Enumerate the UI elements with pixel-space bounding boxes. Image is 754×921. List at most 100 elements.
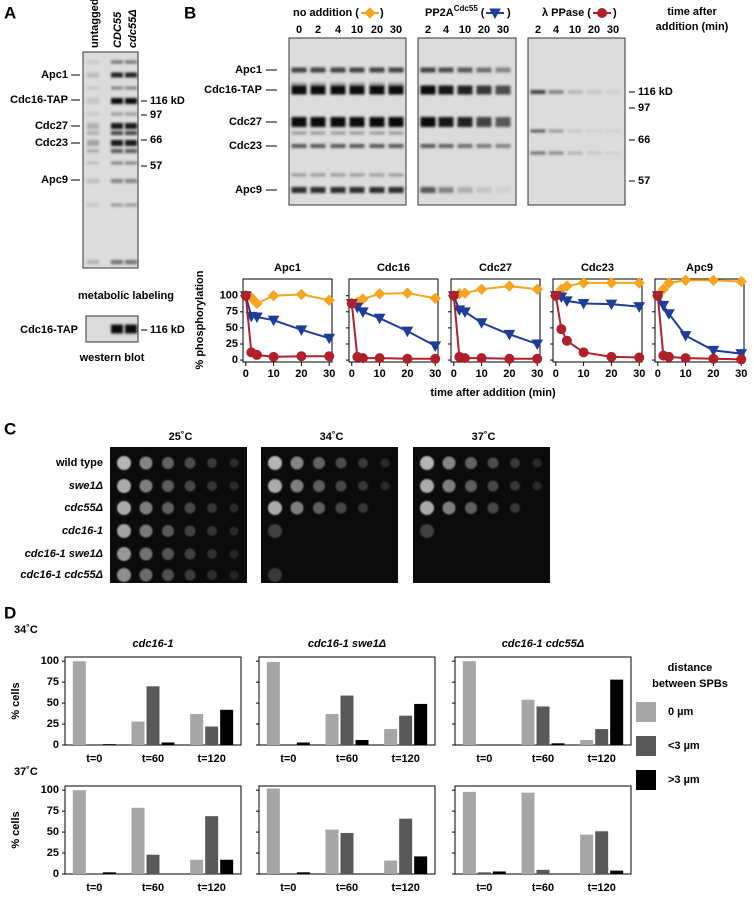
- gel-band: [125, 131, 137, 135]
- gel-band: [125, 123, 137, 129]
- gel-band: [495, 67, 511, 73]
- gel-band: [87, 60, 99, 64]
- spot: [184, 569, 196, 581]
- bar: [340, 695, 354, 745]
- condition-name: no addition: [293, 7, 353, 19]
- point: [663, 309, 675, 320]
- spot: [229, 481, 239, 491]
- x-tick-label: t=120: [391, 882, 419, 894]
- chart-title: cdc16-1: [133, 638, 174, 650]
- point: [504, 353, 515, 364]
- spot: [268, 456, 282, 470]
- spot: [487, 457, 499, 469]
- bar: [296, 872, 310, 874]
- lane-label: cdc55Δ: [127, 9, 139, 48]
- condition-label: PP2ACdc55(: [425, 4, 485, 19]
- spot: [162, 502, 174, 514]
- bar: [131, 721, 145, 745]
- y-tick-label: 100: [220, 290, 238, 302]
- gel-band: [388, 85, 404, 95]
- strain-label: swe1Δ: [69, 480, 103, 492]
- x-tick-label: 0: [243, 368, 249, 380]
- gel-band: [586, 151, 602, 155]
- bar: [477, 872, 491, 874]
- gel-band: [330, 85, 346, 95]
- series-line: [452, 295, 538, 345]
- y-tick-label: 100: [41, 655, 59, 667]
- x-tick-label: t=60: [532, 753, 554, 765]
- y-axis-title: % cells: [10, 682, 22, 719]
- spot: [207, 526, 217, 536]
- spot: [465, 457, 477, 469]
- spot: [162, 548, 174, 560]
- mw-marker: 116 kD: [150, 95, 185, 107]
- gel-band: [87, 149, 99, 153]
- chart-title: Cdc27: [479, 262, 512, 274]
- point: [708, 353, 719, 364]
- point: [606, 351, 617, 362]
- spot: [532, 481, 542, 491]
- gel-band: [349, 67, 365, 73]
- bar: [220, 709, 234, 745]
- gel-band: [349, 82, 365, 86]
- gel-band: [111, 149, 123, 153]
- gel-band: [87, 72, 99, 78]
- point: [561, 280, 573, 292]
- spot: [117, 501, 131, 515]
- gel-band: [388, 187, 404, 193]
- x-tick-label: 10: [475, 368, 487, 380]
- strain-label: cdc16-1: [62, 525, 103, 537]
- lane-number: 4: [553, 24, 560, 36]
- plot-frame: [242, 278, 333, 363]
- mw-marker: 57: [638, 175, 650, 187]
- bar: [266, 788, 280, 874]
- y-tick-label: 25: [47, 718, 59, 730]
- point: [251, 312, 263, 323]
- bar: [610, 679, 624, 745]
- band-label: Cdc27: [229, 116, 262, 128]
- chart-title: Apc9: [686, 262, 713, 274]
- legend-marker: [489, 8, 501, 20]
- spot: [162, 525, 174, 537]
- lane-number: 20: [478, 24, 490, 36]
- spot: [442, 456, 456, 470]
- gel-band: [111, 179, 123, 183]
- gel-band: [388, 82, 404, 86]
- lane-label: CDC55: [112, 11, 124, 48]
- gel-band: [567, 90, 583, 94]
- point: [561, 296, 573, 307]
- gel-band: [420, 67, 436, 73]
- spot: [184, 502, 196, 514]
- point: [448, 290, 459, 301]
- point: [429, 292, 441, 305]
- condition-open: (: [587, 7, 591, 19]
- mw-marker: 66: [638, 134, 650, 146]
- gel-band: [87, 123, 99, 129]
- plot-frame: [348, 278, 439, 363]
- x-tick-label: 0: [655, 368, 661, 380]
- spot: [207, 549, 217, 559]
- gel-band: [420, 144, 436, 148]
- gel-band: [111, 72, 123, 78]
- caption: western blot: [79, 352, 145, 364]
- point: [634, 352, 645, 363]
- spot: [532, 458, 542, 468]
- bar: [266, 662, 280, 745]
- mw-marker: 66: [150, 134, 162, 146]
- spot: [358, 481, 368, 491]
- point: [578, 347, 589, 358]
- time-label: time after: [667, 6, 717, 18]
- point: [680, 353, 691, 364]
- gel-band: [349, 85, 365, 95]
- lane-number: 20: [371, 24, 383, 36]
- spot: [117, 524, 131, 538]
- spot: [510, 481, 520, 491]
- row-temperature: 34˚C: [14, 624, 38, 636]
- x-tick-label: 30: [429, 368, 441, 380]
- y-tick-label: 50: [47, 826, 59, 838]
- spot: [117, 479, 131, 493]
- gel-band: [605, 129, 621, 133]
- spot: [335, 480, 347, 492]
- x-tick-label: 20: [707, 368, 719, 380]
- gel-band: [605, 151, 621, 155]
